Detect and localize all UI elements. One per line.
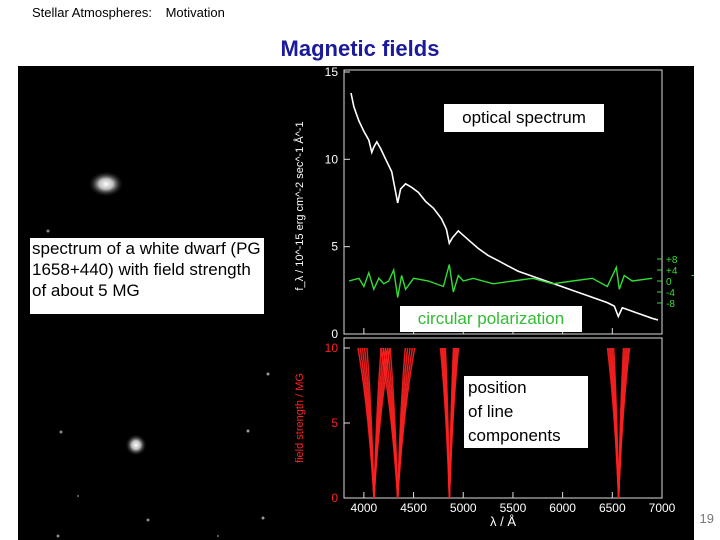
spectrum-ytick-label: 15 xyxy=(325,66,339,79)
field-star xyxy=(46,229,50,233)
polarization-axis: +8+40-4-8 xyxy=(657,255,678,310)
wavelength-xtick-label: 7000 xyxy=(649,501,676,515)
spectrum-ytick-label: 10 xyxy=(325,152,339,166)
white-dwarf-caption-box: spectrum of a white dwarf (PG 1658+440) … xyxy=(30,238,264,314)
figure-panel: 0 5 10 15 +8 +4 0 -4 -8 0 5 10 4000 4500 5000 5500 600… xyxy=(18,66,694,540)
line-component-curve xyxy=(396,347,416,499)
field-ylabel: field strength / MG xyxy=(294,373,306,463)
slide-header: Stellar Atmospheres: Motivation xyxy=(32,5,235,20)
field-star xyxy=(261,516,265,520)
field-star xyxy=(125,434,147,456)
white-dwarf-star xyxy=(88,171,124,197)
circular-polarization-line xyxy=(348,264,653,298)
white-dwarf-caption: spectrum of a white dwarf (PG 1658+440) … xyxy=(32,239,261,300)
slide-number: 19 xyxy=(699,511,714,526)
polarization-ytick-label: +8 xyxy=(666,255,678,266)
line-component-curve xyxy=(357,347,375,499)
field-star xyxy=(217,535,219,537)
wavelength-xlabel: λ / Å xyxy=(490,514,516,529)
field-star xyxy=(246,429,250,433)
polarization-ylabel: circ. pol. / % xyxy=(691,251,694,311)
line-components-label-line2: of line xyxy=(468,402,514,421)
spectrum-frame xyxy=(343,69,663,335)
line-component-curves xyxy=(357,347,631,499)
spectrum-ytick-label: 0 xyxy=(331,327,338,341)
spectrum-ytick-label: 5 xyxy=(331,240,338,254)
field-star xyxy=(59,430,63,434)
slide-title: Magnetic fields xyxy=(280,36,440,61)
wavelength-xtick-label: 5000 xyxy=(450,501,477,515)
field-ytick-label: 10 xyxy=(325,341,339,355)
wavelength-xtick-label: 5500 xyxy=(500,501,527,515)
section-title: Motivation xyxy=(165,5,225,20)
field-star xyxy=(56,534,60,538)
line-components-label-line3: components xyxy=(468,426,561,445)
spectrum-axis: 0 5 10 15 xyxy=(325,66,663,341)
line-components-label-box: position of line components xyxy=(464,376,588,448)
line-component-curve xyxy=(606,347,620,499)
field-star xyxy=(266,372,270,376)
course-title: Stellar Atmospheres: xyxy=(32,5,152,20)
field-star xyxy=(77,495,79,497)
field-ytick-label: 0 xyxy=(331,491,338,505)
field-axis: 0 5 10 4000 4500 5000 5500 6000 6500 7000 xyxy=(325,341,676,515)
wavelength-xtick-label: 6500 xyxy=(599,501,626,515)
optical-spectrum-label: optical spectrum xyxy=(462,108,586,127)
polarization-ytick-label: -8 xyxy=(666,299,675,310)
circular-polarization-label-box: circular polarization xyxy=(400,306,582,332)
starfield-image xyxy=(46,171,270,538)
polarization-ytick-label: +4 xyxy=(666,266,678,277)
line-component-curve xyxy=(439,347,451,499)
optical-spectrum-line xyxy=(350,92,659,321)
spectrum-ylabel: f_λ / 10^-15 erg cm^-2 sec^-1 Å^-1 xyxy=(293,121,306,290)
line-component-curve xyxy=(448,347,460,499)
optical-spectrum-label-box: optical spectrum xyxy=(444,104,604,132)
polarization-ytick-label: 0 xyxy=(666,277,672,288)
wavelength-xtick-label: 4000 xyxy=(351,501,378,515)
field-frame xyxy=(343,337,663,499)
polarization-ytick-label: -4 xyxy=(666,288,675,299)
line-component-curve xyxy=(617,347,631,499)
circular-polarization-label: circular polarization xyxy=(417,309,565,328)
field-ytick-label: 5 xyxy=(331,416,338,430)
field-star xyxy=(146,518,150,522)
line-component-curve xyxy=(379,347,399,499)
wavelength-xtick-label: 6000 xyxy=(549,501,576,515)
line-components-label-line1: position xyxy=(468,378,527,397)
wavelength-xtick-label: 4500 xyxy=(400,501,427,515)
